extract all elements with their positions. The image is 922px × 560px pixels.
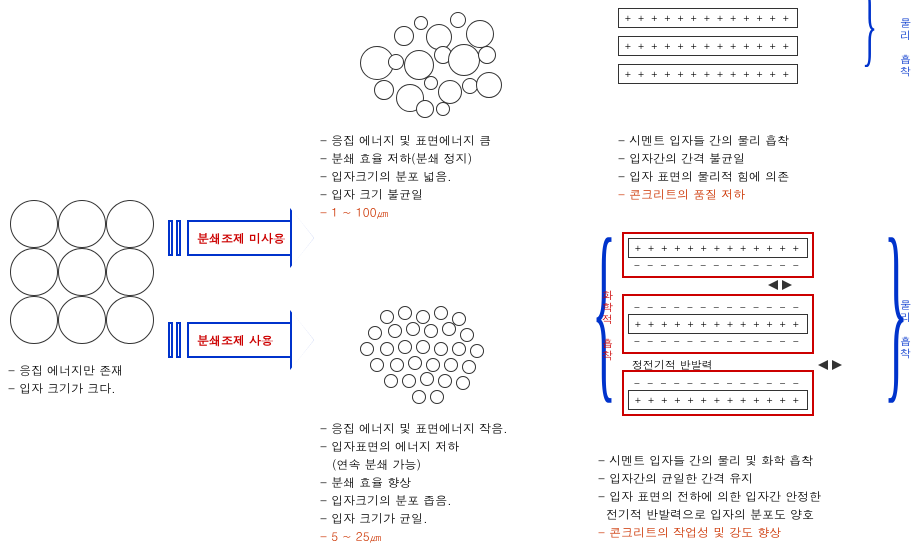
circle-grid [10,200,154,344]
layer-stack: + + + + + + + + + + + + + - - - - - - - … [622,232,814,416]
bullet: - 응집 에너지 및 표면에너지 작음. [320,420,508,438]
side-label-physical: 물리 흡착 [898,18,913,78]
arrow-with-additive: 분쇄조제 사용 [168,312,314,368]
layer-group: - - - - - - - - - - - - - + + + + + + + … [622,370,814,416]
layer-row: + + + + + + + + + + + + + [618,8,798,28]
repulsion-label: 정전기적 반발력 [632,358,713,373]
repulsion-arrow-icon [818,360,842,370]
bullet: - 시멘트 입자들 간의 물리 및 화학 흡착 [598,452,821,470]
layer-row: + + + + + + + + + + + + + [618,64,798,84]
particle-cluster [340,300,540,405]
bullet: - 입자 표면의 물리적 힘에 의존 [618,168,789,186]
with-additive-bullets: - 응집 에너지 및 표면에너지 작음. - 입자표면의 에너지 저하 (연속 … [320,420,508,546]
bullet: - 분쇄 효율 저하(분쇄 정지) [320,150,491,168]
side-label-chemical: 화학적 흡착 [600,290,615,362]
layer-minus: - - - - - - - - - - - - - [628,376,808,390]
physical-bullets: - 시멘트 입자들 간의 물리 흡착 - 입자간의 간격 불균일 - 입자 표면… [618,132,789,204]
bullet: - 입자크기의 분포 넓음. [320,168,491,186]
cluster-no-additive [330,6,530,126]
bullet: - 입자 크기가 크다. [8,380,123,398]
bullet: - 분쇄 효율 향상 [320,474,508,492]
bullet: - 입자 크기가 균일. [320,510,508,528]
repulsion-arrow-icon [768,280,792,290]
cluster-with-additive [340,300,540,405]
bullet: - 시멘트 입자들 간의 물리 흡착 [618,132,789,150]
layer-minus: - - - - - - - - - - - - - [628,334,808,348]
no-additive-bullets: - 응집 에너지 및 표면에너지 큼 - 분쇄 효율 저하(분쇄 정지) - 입… [320,132,491,222]
bullet: - 응집 에너지만 존재 [8,362,123,380]
particle-cluster [330,6,530,126]
layer-stack: + + + + + + + + + + + + + + + + + + + + … [618,8,798,84]
layer-plus: + + + + + + + + + + + + + [628,390,808,410]
bullet: - 입자크기의 분포 좁음. [320,492,508,510]
bullet: - 입자 크기 불균일 [320,186,491,204]
layers-physical: + + + + + + + + + + + + + + + + + + + + … [618,8,798,84]
range-text: - 5 ~ 25㎛ [320,528,508,546]
bullet: - 입자 표면의 전하에 의한 입자간 안정한 [598,488,821,506]
layers-chemical: + + + + + + + + + + + + + - - - - - - - … [622,232,814,416]
bullet: 전기적 반발력으로 입자의 분포도 양호 [598,506,821,524]
arrow-label: 분쇄조제 사용 [197,332,273,349]
chemical-bullets: - 시멘트 입자들 간의 물리 및 화학 흡착 - 입자간의 균일한 간격 유지… [598,452,821,542]
arrow-no-additive: 분쇄조제 미사용 [168,210,314,266]
bullet: - 입자간의 균일한 간격 유지 [598,470,821,488]
bullet: - 입자표면의 에너지 저하 [320,438,508,456]
arrow-label: 분쇄조제 미사용 [197,230,285,247]
source-particles [10,200,154,344]
layer-group: - - - - - - - - - - - - - + + + + + + + … [622,294,814,354]
layer-row: + + + + + + + + + + + + + [618,36,798,56]
layer-plus: + + + + + + + + + + + + + [628,314,808,334]
layer-minus: - - - - - - - - - - - - - [628,300,808,314]
layer-minus: - - - - - - - - - - - - - [628,258,808,272]
bullet: - 입자간의 간격 불균일 [618,150,789,168]
bullet: - 응집 에너지 및 표면에너지 큼 [320,132,491,150]
bullet: (연속 분쇄 가능) [320,456,508,474]
bullet-red: - 콘크리트의 품질 저하 [618,186,789,204]
bullet-red: - 콘크리트의 작업성 및 강도 향상 [598,524,821,542]
source-bullets: - 응집 에너지만 존재 - 입자 크기가 크다. [8,362,123,398]
brace-right-icon: } [862,0,877,57]
layer-plus: + + + + + + + + + + + + + [628,238,808,258]
range-text: - 1 ~ 100㎛ [320,204,491,222]
layer-group: + + + + + + + + + + + + + - - - - - - - … [622,232,814,278]
side-label-physical: 물리 흡착 [898,300,913,360]
